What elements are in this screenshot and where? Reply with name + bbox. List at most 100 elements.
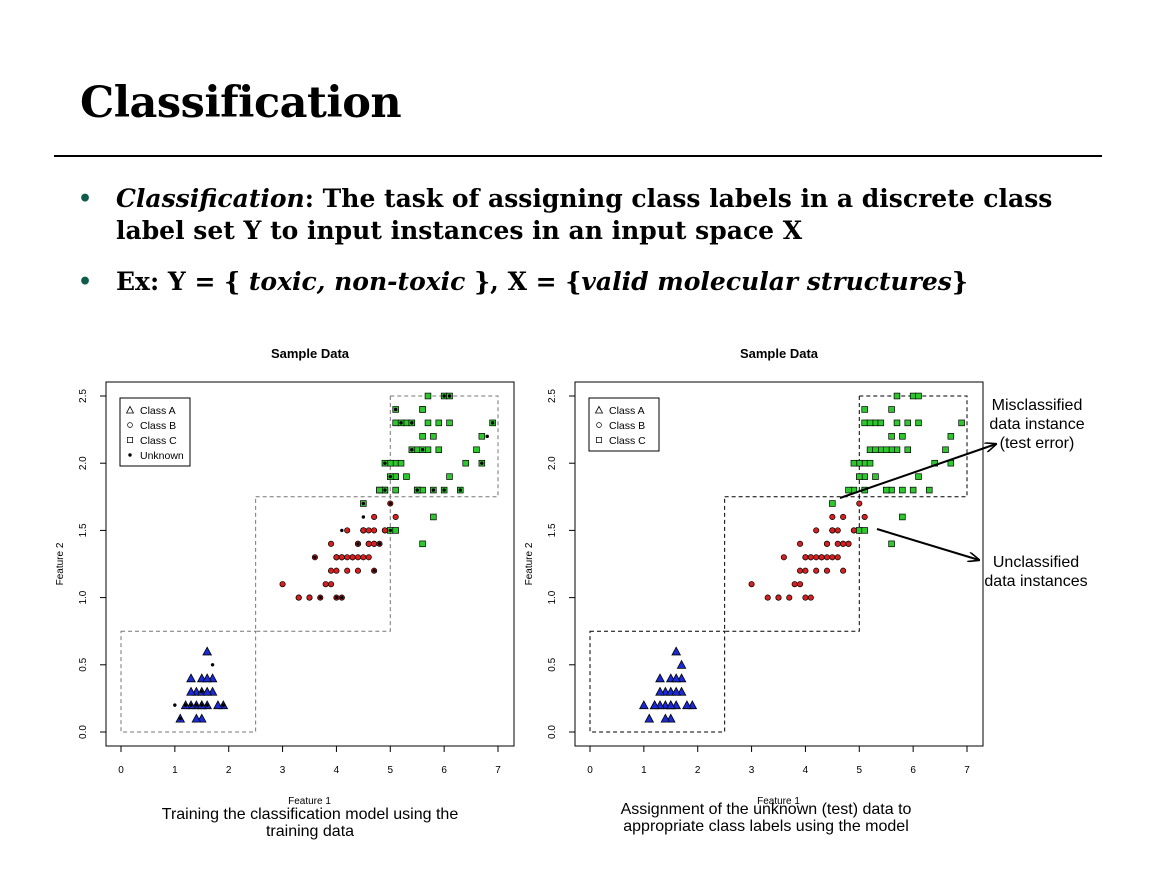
point-class-b [371,540,378,547]
y-tick-label: 0.0 [547,725,558,739]
x-axis-label: Feature 1 [757,796,800,807]
point-class-c [376,486,383,494]
point-class-c [866,419,874,427]
decision-region-3 [858,395,968,498]
point-class-a [644,713,655,723]
y-tick-label: 1.5 [547,523,558,537]
title-divider [54,155,1102,157]
point-class-b [802,594,809,601]
point-unknown [490,421,495,425]
point-unknown [194,703,199,707]
point-unknown [210,663,215,667]
point-class-b [850,527,857,534]
point-unknown [420,448,425,452]
point-class-c [392,459,399,467]
point-class-b [338,554,345,561]
point-unknown [200,689,204,694]
point-class-b [823,567,831,574]
point-class-a [660,713,671,723]
point-class-c [850,459,858,467]
point-class-b [371,513,378,521]
x-tick-label: 7 [964,765,970,776]
point-class-c [446,473,453,480]
plot-frame [574,381,984,747]
point-class-c [888,446,895,454]
chart-title: Sample Data [740,346,819,361]
legend-label-class-a: Class A [609,405,645,417]
point-class-b [807,594,814,601]
legend-symbol-class-c [596,437,602,443]
point-class-b [861,513,868,521]
legend-label-class-c: Class C [609,435,646,447]
point-class-c [958,419,965,427]
point-class-a [191,713,202,723]
point-class-b [786,594,793,601]
point-class-b [764,594,771,601]
point-unknown [388,528,392,533]
point-class-c [392,473,399,480]
point-class-b [823,554,831,561]
point-unknown [372,569,376,573]
point-class-b [279,581,286,588]
point-class-c [424,392,432,400]
point-class-c [893,446,901,454]
point-class-c [904,446,912,454]
point-class-b [813,527,820,534]
point-class-c [899,486,906,494]
point-unknown [393,407,398,412]
point-class-c [403,419,410,427]
caption-right: Assignment of the unknown (test) data to… [620,801,912,835]
legend-label-unknown: Unknown [140,450,184,462]
point-unknown [415,488,419,492]
point-class-a [671,646,682,656]
point-unknown [334,595,339,600]
point-class-c [877,419,885,427]
point-class-a [186,673,196,683]
point-class-c [861,419,868,427]
slide-title: Classification [80,78,402,128]
point-class-b [327,567,335,574]
bullet-example: • Ex: Y = { toxic, non-toxic }, X = {val… [78,266,1078,298]
point-class-b [344,554,351,561]
example-suffix: } [951,267,968,296]
point-unknown [442,488,446,492]
point-class-c [866,459,874,467]
point-class-c [419,406,426,413]
point-class-b [354,554,362,561]
point-unknown [399,421,403,425]
point-class-c [419,433,426,440]
point-class-a [655,673,665,683]
point-class-b [333,567,340,574]
point-class-c [899,513,906,521]
bullet-dot-icon: • [78,269,93,295]
point-class-c [915,473,922,480]
point-class-c [861,459,868,467]
y-tick-label: 0.5 [547,657,558,671]
point-unknown [340,595,344,600]
point-class-c [430,513,437,521]
y-axis-label: Feature 2 [55,542,66,585]
x-tick-label: 6 [910,765,916,776]
point-class-c [926,486,933,494]
definition-term: Classification [116,184,305,213]
point-class-c [392,527,399,534]
point-class-c [424,419,432,427]
point-class-a [665,700,676,710]
point-class-c [446,419,453,427]
x-tick-label: 5 [388,765,394,776]
point-class-b [807,554,814,561]
example-space: valid molecular structures [581,267,952,296]
point-unknown [480,461,484,465]
point-class-c [473,446,480,454]
x-tick-label: 6 [441,765,447,776]
point-class-b [802,554,809,561]
point-class-c [419,486,426,494]
bullet-dot-icon: • [78,186,93,212]
point-unknown [442,394,446,398]
point-unknown [173,703,177,707]
point-class-c [893,392,901,400]
decision-region-2 [724,496,860,632]
point-class-b [327,540,335,547]
point-class-b [780,554,787,561]
